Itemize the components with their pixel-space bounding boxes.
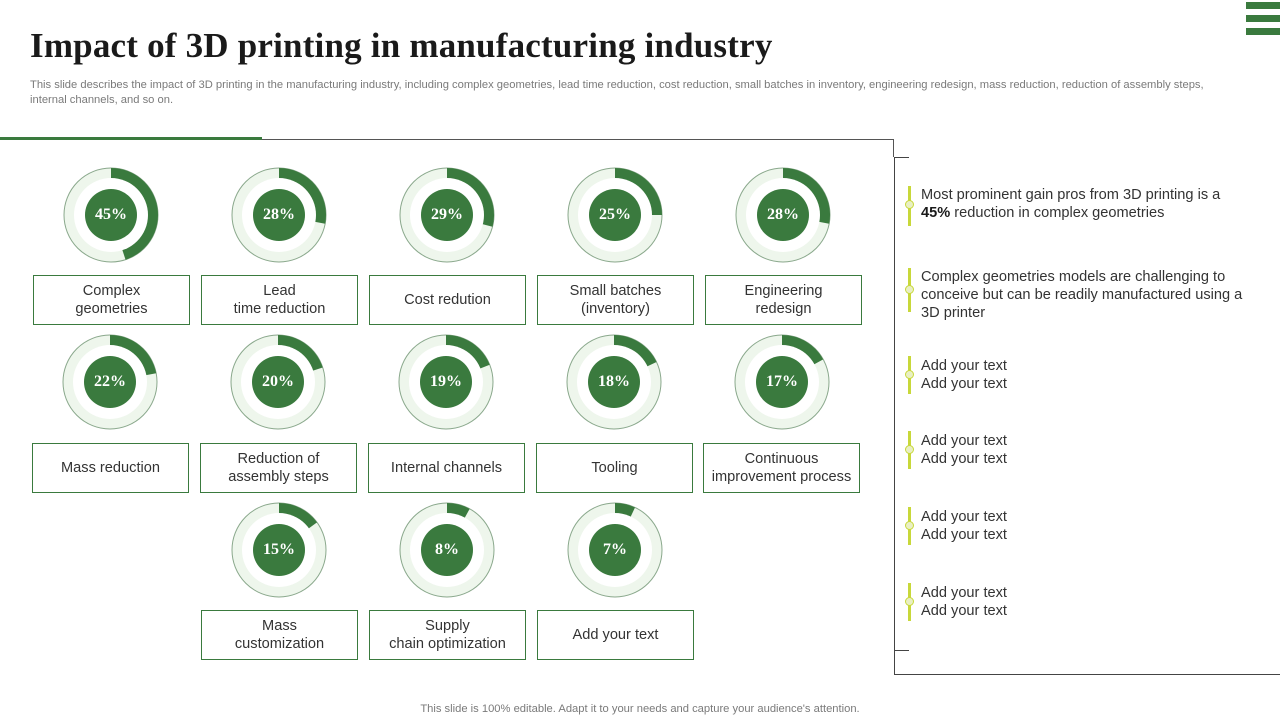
panel-divider [262, 139, 894, 140]
menu-icon[interactable] [1246, 2, 1280, 40]
accent-line [0, 137, 262, 140]
progress-ring: 19% [398, 334, 494, 430]
metric-label: Supply chain optimization [369, 610, 526, 660]
metric-label: Mass reduction [32, 443, 189, 493]
metric-label: Internal channels [368, 443, 525, 493]
notes-panel [894, 157, 1280, 675]
note-1-highlight: 45% [921, 205, 951, 221]
ring-center [252, 356, 304, 408]
ring-center [589, 524, 641, 576]
ring-percent-label: 45% [95, 206, 127, 223]
ring-percent-label: 20% [262, 373, 294, 390]
ring-percent-label: 22% [94, 373, 126, 390]
ring-center [756, 356, 808, 408]
progress-ring: 8% [399, 502, 495, 598]
progress-ring: 25% [567, 167, 663, 263]
metric-label: Cost redution [369, 275, 526, 325]
note-5-line-1: Add your text [921, 509, 1007, 525]
progress-ring: 28% [735, 167, 831, 263]
ring-center [421, 189, 473, 241]
ring-center [420, 356, 472, 408]
metric-label: Complex geometries [33, 275, 190, 325]
note-3-line-1: Add your text [921, 358, 1007, 374]
ring-center [84, 356, 136, 408]
metric-label: Reduction of assembly steps [200, 443, 357, 493]
metric-label: Continuous improvement process [703, 443, 860, 493]
note-2-text: Complex geometries models are challengin… [921, 269, 1243, 321]
ring-center [253, 524, 305, 576]
ring-percent-label: 25% [599, 206, 631, 223]
ring-center [589, 189, 641, 241]
ring-center [588, 356, 640, 408]
note-5-line-2: Add your text [921, 527, 1007, 543]
page-subtitle: This slide describes the impact of 3D pr… [30, 79, 1204, 106]
panel-divider [893, 139, 894, 157]
metric-label: Tooling [536, 443, 693, 493]
progress-ring: 28% [231, 167, 327, 263]
panel-divider [894, 157, 909, 158]
ring-center [421, 524, 473, 576]
ring-percent-label: 28% [263, 206, 295, 223]
ring-percent-label: 19% [430, 373, 462, 390]
note-4-line-1: Add your text [921, 433, 1007, 449]
note-6-line-2: Add your text [921, 603, 1007, 619]
metric-label: Mass customization [201, 610, 358, 660]
ring-percent-label: 17% [766, 373, 798, 390]
ring-center [85, 189, 137, 241]
note-1-text-end: reduction in complex geometries [950, 205, 1165, 221]
progress-ring: 29% [399, 167, 495, 263]
note-6-line-1: Add your text [921, 585, 1007, 601]
panel-divider [894, 650, 909, 651]
page-title: Impact of 3D printing in manufacturing i… [30, 26, 773, 65]
note-3-line-2: Add your text [921, 376, 1007, 392]
ring-percent-label: 7% [603, 541, 627, 558]
progress-ring: 20% [230, 334, 326, 430]
footer-note: This slide is 100% editable. Adapt it to… [420, 703, 860, 715]
metric-label: Add your text [537, 610, 694, 660]
progress-ring: 7% [567, 502, 663, 598]
metric-label: Lead time reduction [201, 275, 358, 325]
metric-label: Engineering redesign [705, 275, 862, 325]
ring-percent-label: 28% [767, 206, 799, 223]
ring-percent-label: 15% [263, 541, 295, 558]
progress-ring: 22% [62, 334, 158, 430]
metric-label: Small batches (inventory) [537, 275, 694, 325]
ring-percent-label: 18% [598, 373, 630, 390]
ring-center [757, 189, 809, 241]
progress-ring: 45% [63, 167, 159, 263]
progress-ring: 17% [734, 334, 830, 430]
ring-percent-label: 8% [435, 541, 459, 558]
ring-center [253, 189, 305, 241]
progress-ring: 18% [566, 334, 662, 430]
ring-percent-label: 29% [431, 206, 463, 223]
progress-ring: 15% [231, 502, 327, 598]
note-4-line-2: Add your text [921, 451, 1007, 467]
note-1-text: Most prominent gain pros from 3D printin… [921, 187, 1221, 203]
